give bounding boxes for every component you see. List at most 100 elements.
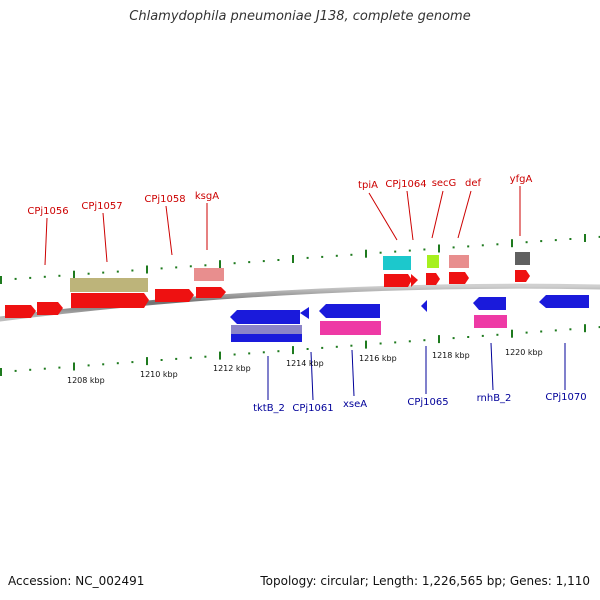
ruler-minor-tick (467, 245, 470, 248)
feature-box[interactable] (231, 325, 302, 336)
gene-label-cpj1058[interactable]: CPj1058 (144, 194, 185, 205)
ruler-minor-tick (160, 267, 163, 270)
gene-label-tktb2[interactable]: tktB_2 (253, 403, 285, 414)
feature-box[interactable] (474, 315, 507, 328)
reverse-genes (230, 295, 589, 324)
ruler-major-tick (292, 255, 294, 263)
ruler-minor-tick (233, 262, 236, 265)
gene-arrow[interactable] (411, 274, 418, 287)
gene-label-xsea[interactable]: xseA (343, 399, 367, 410)
ruler-minor-tick (321, 346, 324, 349)
feature-box[interactable] (320, 321, 381, 335)
ruler-minor-tick (233, 353, 236, 356)
ruler-major-tick (584, 234, 586, 242)
feature-box[interactable] (383, 256, 411, 270)
feature-box[interactable] (231, 334, 302, 342)
gene-label-cpj1056[interactable]: CPj1056 (27, 206, 68, 217)
ruler-minor-tick (467, 336, 470, 338)
gene-arrow[interactable] (449, 272, 469, 284)
ruler-major-tick (146, 265, 148, 274)
ruler-minor-tick (131, 361, 134, 364)
ruler-minor-tick (598, 326, 600, 329)
gene-arrow[interactable] (421, 300, 427, 312)
tick-label: 1212 kbp (213, 364, 251, 373)
gene-label-yfga[interactable]: yfgA (510, 174, 533, 185)
gene-arrow[interactable] (319, 304, 380, 318)
ruler-minor-tick (87, 272, 90, 275)
ruler-minor-tick (540, 240, 543, 243)
gene-arrow[interactable] (426, 273, 440, 285)
tick-label: 1216 kbp (359, 354, 397, 363)
gene-label-rnhb2[interactable]: rnhB_2 (477, 393, 512, 404)
ruler-minor-tick (408, 249, 411, 252)
feature-box[interactable] (449, 255, 469, 268)
gene-label-cpj1061[interactable]: CPj1061 (292, 403, 333, 414)
ruler-minor-tick (277, 259, 280, 261)
gene-arrow[interactable] (196, 287, 226, 298)
ruler-minor-tick (423, 248, 426, 251)
ruler-major-tick (438, 244, 440, 253)
ruler-minor-tick (394, 250, 397, 253)
gene-arrow[interactable] (539, 295, 589, 308)
ruler-minor-tick (496, 333, 499, 336)
gene-label-cpj1065[interactable]: CPj1065 (407, 397, 448, 408)
ruler-minor-tick (248, 261, 251, 264)
ruler-major-tick (438, 335, 440, 344)
feature-box[interactable] (515, 252, 530, 265)
ruler-minor-tick (248, 352, 251, 355)
tick-labels: 1208 kbp 1210 kbp 1212 kbp 1214 kbp 1216… (67, 348, 543, 385)
ruler-minor-tick (540, 330, 543, 333)
ruler-minor-tick (160, 359, 163, 361)
gene-label-tpia[interactable]: tpiA (358, 180, 378, 191)
gene-arrow[interactable] (384, 274, 412, 287)
ruler-major-tick (511, 239, 513, 248)
gene-arrow[interactable] (155, 289, 194, 302)
tick-label: 1208 kbp (67, 376, 105, 385)
gene-arrow[interactable] (473, 297, 506, 310)
accession-text: Accession: NC_002491 (8, 574, 145, 588)
ruler-major-tick (292, 346, 294, 355)
gene-arrow[interactable] (515, 270, 530, 282)
ruler-major-tick (146, 357, 148, 366)
gene-arrow[interactable] (71, 293, 149, 308)
gene-label-cpj1064[interactable]: CPj1064 (385, 179, 426, 190)
ruler-minor-tick (379, 251, 382, 254)
gene-label-cpj1057[interactable]: CPj1057 (81, 201, 122, 212)
ruler-minor-tick (554, 329, 557, 332)
ruler-minor-tick (379, 342, 382, 345)
gene-arrow[interactable] (37, 302, 63, 315)
ruler-minor-tick (408, 340, 411, 343)
ruler-minor-tick (29, 368, 32, 371)
gene-arrow[interactable] (5, 305, 36, 318)
gene-label-secg[interactable]: secG (432, 178, 457, 189)
gene-arrow[interactable] (300, 307, 309, 319)
ruler-minor-tick (481, 334, 484, 337)
reverse-leader-lines (267, 342, 566, 401)
ruler-minor-tick (554, 239, 557, 242)
ruler-minor-tick (350, 253, 353, 256)
gene-label-def[interactable]: def (465, 178, 482, 189)
ruler-major-tick (365, 249, 367, 258)
feature-box[interactable] (427, 255, 439, 268)
ruler-minor-tick (58, 274, 61, 277)
forward-gene-labels: CPj1056 CPj1057 CPj1058 ksgA tpiA CPj106… (27, 174, 532, 217)
ruler-major-tick (511, 329, 513, 338)
ruler-minor-tick (204, 264, 207, 267)
ruler-minor-tick (175, 357, 178, 360)
ruler-minor-tick (525, 331, 528, 334)
gene-arrow[interactable] (230, 310, 300, 324)
ruler-minor-tick (102, 363, 105, 366)
ruler-minor-tick (189, 265, 192, 268)
ruler-minor-tick (277, 350, 280, 353)
ruler-major-tick (365, 340, 367, 349)
ruler-major-tick (219, 351, 221, 360)
gene-label-ksga[interactable]: ksgA (195, 191, 219, 202)
ruler-minor-tick (189, 356, 192, 359)
ruler-major-tick (584, 324, 586, 333)
feature-box[interactable] (194, 268, 224, 281)
gene-label-cpj1070[interactable]: CPj1070 (545, 392, 586, 403)
ruler-minor-tick (423, 339, 426, 342)
feature-box[interactable] (70, 278, 148, 292)
tick-label: 1214 kbp (286, 359, 324, 368)
ruler-minor-tick (335, 345, 338, 348)
